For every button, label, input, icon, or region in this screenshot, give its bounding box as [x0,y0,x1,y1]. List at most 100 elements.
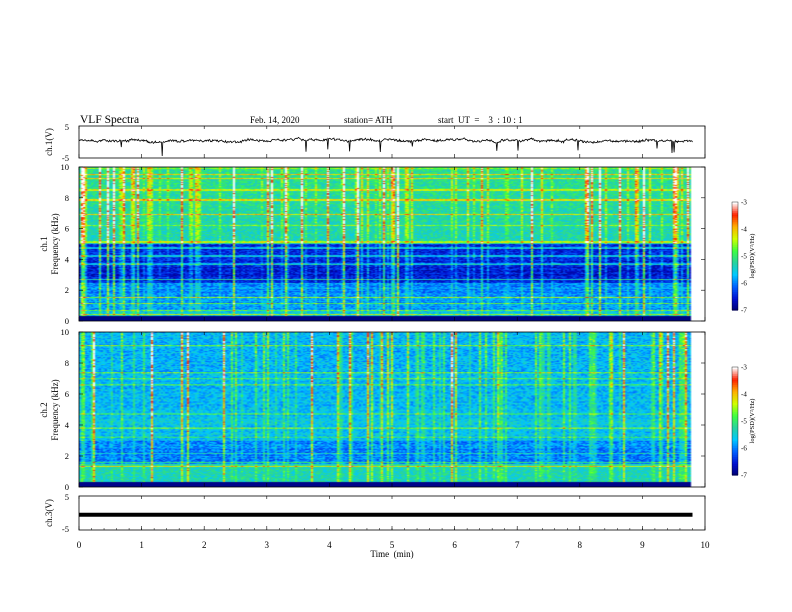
ch1-colorbar-swatch [732,268,738,271]
ch1-colorbar-swatch [732,247,738,250]
ch1-colorbar-swatch [732,205,738,208]
time-tick-label: 0 [77,540,82,550]
ch2-colorbar-swatch [732,374,738,377]
ch2-colorbar-tick: -7 [741,472,747,480]
ch2-ytick-label: 4 [65,420,70,430]
ch2-colorbar-swatch [732,376,738,379]
ch2-colorbar-swatch [732,386,738,390]
station-label: station= ATH [344,115,393,125]
ch2-colorbar-swatch [732,408,738,411]
ch2-colorbar-swatch [732,385,738,388]
ch2-colorbar-swatch [732,467,738,471]
ch2-colorbar-swatch [732,460,738,463]
ch1-colorbar-swatch [732,281,738,284]
ch1-colorbar-swatch [732,301,738,304]
ch2-colorbar-swatch [732,403,738,406]
time-tick-label: 4 [327,540,332,550]
ch2-colorbar-swatch [732,422,738,426]
ch1-colorbar-swatch [732,252,738,255]
ch2-colorbar-swatch [732,367,738,370]
ch1-colorbar-swatch [732,232,738,235]
ch1-colorbar-swatch [732,243,738,246]
ch2-ytick-label: 2 [65,451,69,461]
ch2-colorbar-swatch [732,392,738,395]
ch2-colorbar-swatch [732,424,738,427]
ch1-colorbar-swatch [732,216,738,219]
ch2-colorbar-swatch [732,466,738,469]
time-tick-label: 10 [701,540,711,550]
ch1-colorbar-tick: -3 [741,199,747,207]
ch1-colorbar-swatch [732,236,738,239]
ch1-colorbar-swatch [732,290,738,293]
ch2-colorbar-swatch [732,458,738,462]
ch2-colorbar-swatch [732,390,738,393]
ch1-colorbar-swatch [732,299,738,302]
ch2-colorbar-swatch [732,451,738,454]
ch2-colorbar-swatch [732,431,738,435]
figure-title: VLF Spectra [80,114,139,126]
ch1-ytick-top: 5 [65,122,69,132]
ch2-colorbar-swatch [732,388,738,391]
ch1-spectrogram-ylabel-line2: Frequency (kHz) [50,213,60,274]
ch1-frequency-ticks: 0 2 4 6 8 10 [61,162,705,326]
ch2-colorbar-swatch [732,404,738,408]
ch1-colorbar-tick: -7 [741,307,747,315]
ch1-colorbar-swatch [732,211,738,214]
ch1-ytick-label: 2 [65,285,69,295]
ch1-colorbar-swatch [732,257,738,261]
ch1-colorbar-swatch [732,250,738,253]
time-tick-label: 3 [265,540,270,550]
ch2-colorbar-swatch [732,471,738,474]
ch1-colorbar-swatch [732,241,738,244]
ch1-colorbar-swatch [732,214,738,217]
ch2-colorbar-swatch [732,435,738,438]
time-tick-label: 7 [515,540,520,550]
ch2-colorbar-frame [731,366,739,476]
ch2-colorbar-swatch [732,368,738,372]
ch1-voltage-ylabel: ch.1(V) [44,128,54,156]
ch1-voltage-trace-layer [78,136,693,157]
ch1-colorbar-swatch [732,292,738,295]
ch1-colorbar-label: log(PSD)(V²/Hz) [749,234,756,279]
ch1-spectrogram-image [79,167,705,321]
ch1-colorbar-swatch [732,270,738,273]
ch2-colorbar-swatch [732,421,738,424]
ch1-colorbar-swatch [732,218,738,221]
ch2-colorbar-swatch [732,377,738,381]
ch1-ytick-label: 0 [65,316,69,326]
ch1-colorbar-swatch [732,239,738,243]
time-tick-label: 1 [139,540,144,550]
date-label: Feb. 14, 2020 [250,115,300,125]
ch2-colorbar-swatch [732,430,738,433]
ch1-colorbar-swatch [732,254,738,257]
ch1-colorbar-tick: -6 [741,280,747,288]
ch1-colorbar-tick: -4 [741,226,747,234]
ch2-colorbar-swatch [732,439,738,442]
ch2-colorbar-swatch [732,399,738,402]
ch3-voltage-ylabel: ch.3(V) [44,499,54,527]
ch1-colorbar-swatch [732,295,738,298]
ch1-colorbar-swatch [732,266,738,270]
ch1-colorbar-swatch [732,248,738,252]
ch2-colorbar-swatch [732,446,738,449]
ch1-colorbar-swatch [732,261,738,264]
ch1-colorbar-swatch [732,259,738,262]
ch2-colorbar-swatch [732,370,738,373]
ch2-colorbar-swatch [732,453,738,456]
ch2-colorbar-swatch [732,419,738,422]
ch1-ytick-bottom: -5 [62,153,69,163]
ch2-colorbar-swatch [732,464,738,467]
ch1-colorbar-swatch [732,302,738,306]
ch2-colorbar-swatch [732,379,738,382]
ch2-spectrogram-ylabel-line1: ch.2 [39,402,49,417]
ch2-colorbar-tick: -6 [741,445,747,453]
time-tick-label: 8 [578,540,583,550]
ch2-colorbar-swatch [732,433,738,436]
ch2-ytick-label: 8 [65,358,69,368]
ch2-colorbar-swatch [732,473,738,476]
ch2-colorbar-swatch [732,413,738,417]
ch2-colorbar-swatch [732,437,738,440]
ch2-ytick-label: 6 [65,389,69,399]
ch1-colorbar-swatch [732,308,738,311]
